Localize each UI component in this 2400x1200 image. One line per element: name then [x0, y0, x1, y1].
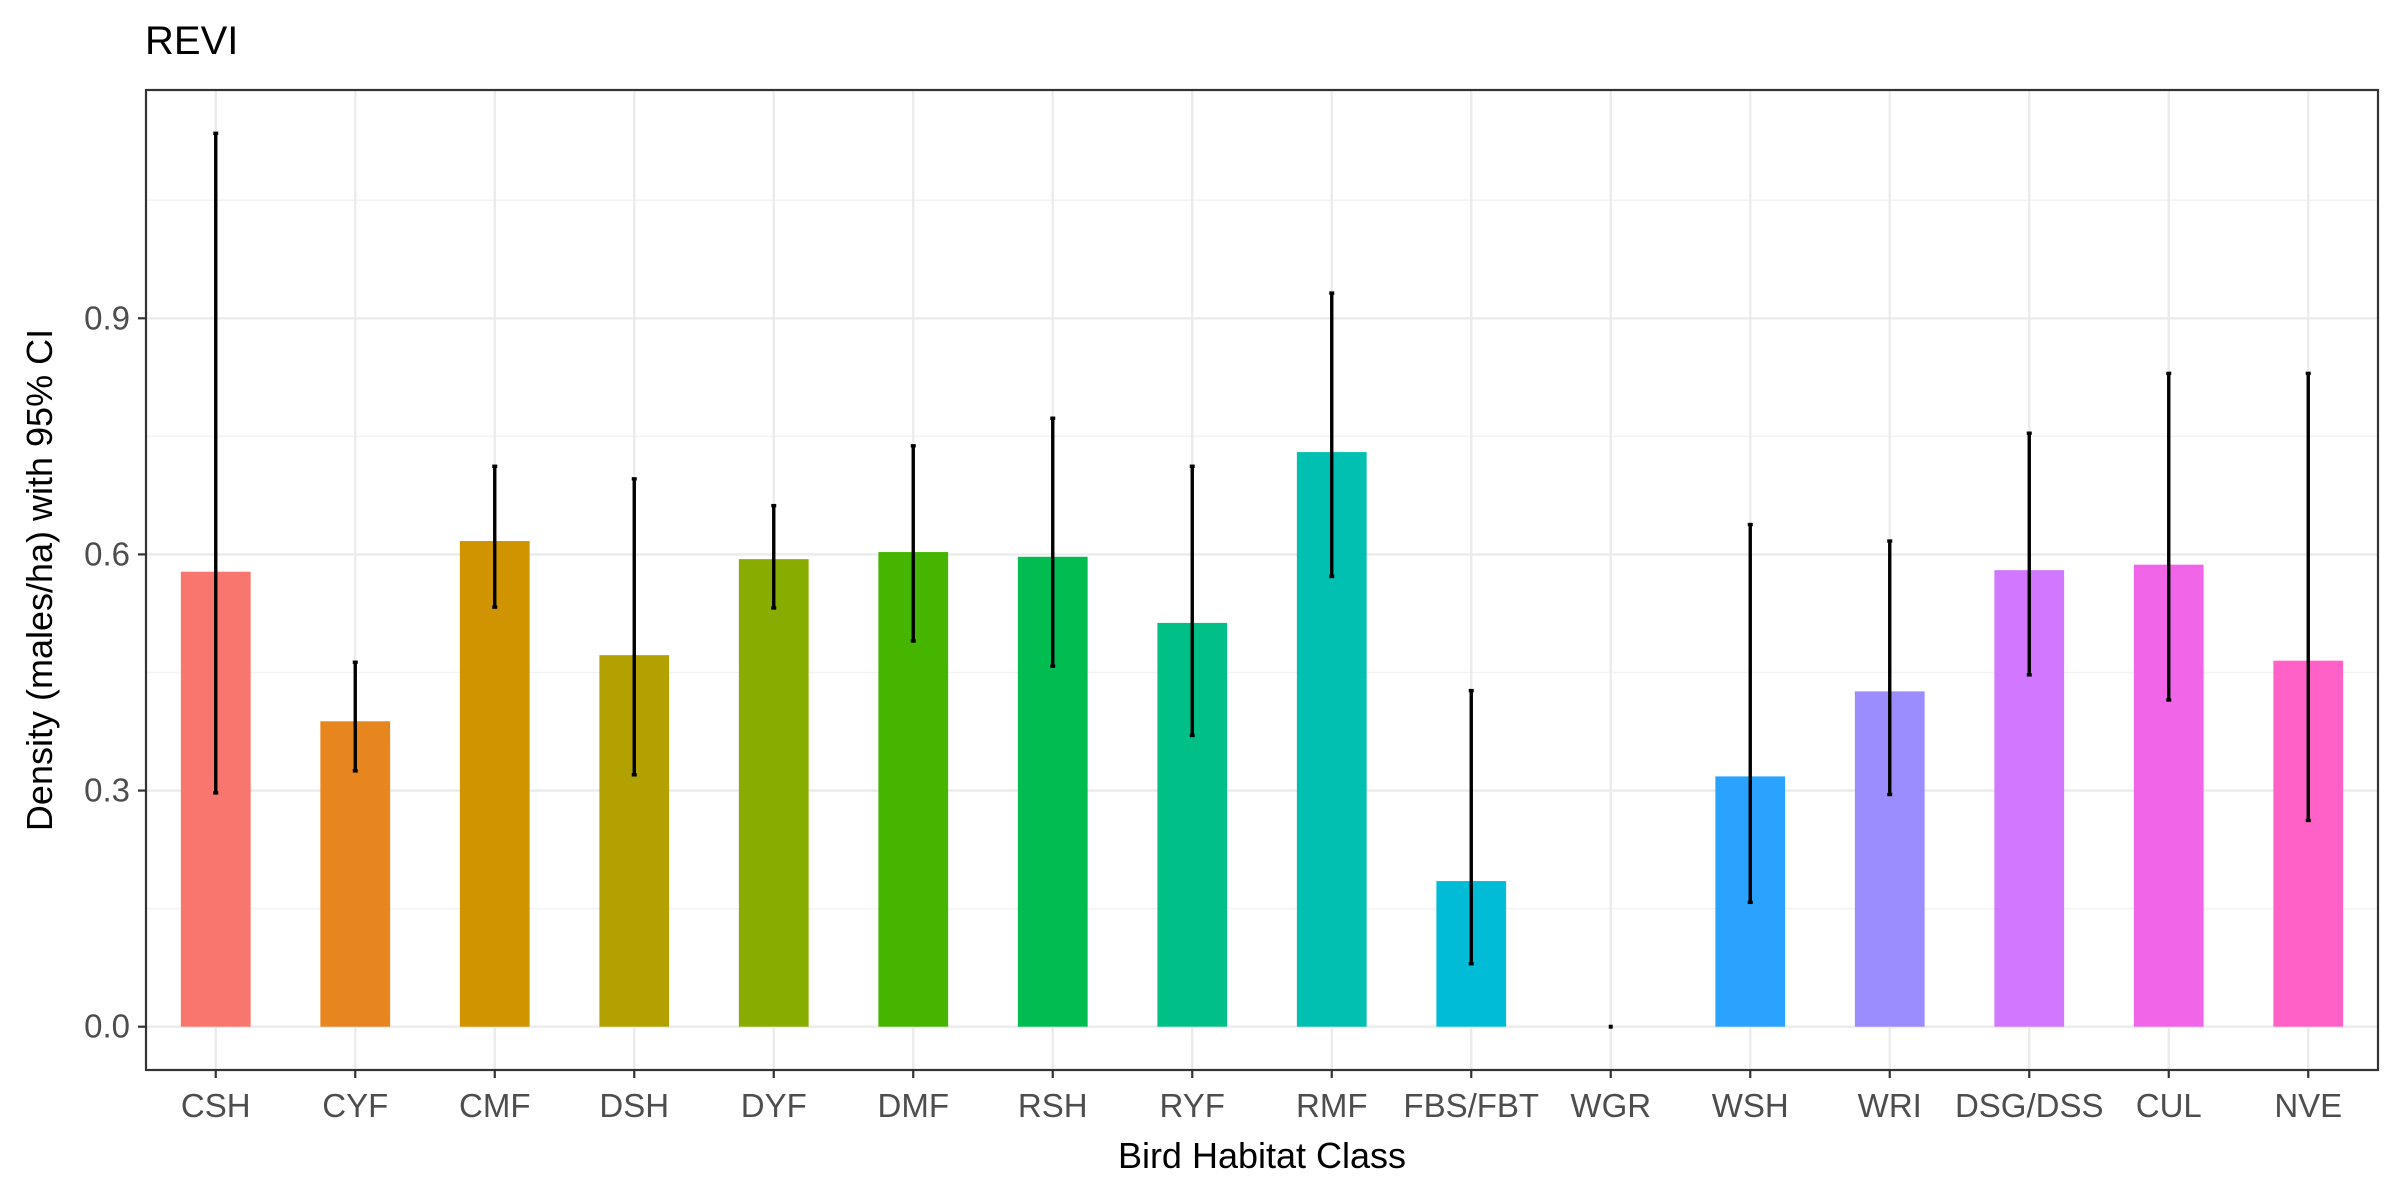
error-bar [771, 503, 777, 610]
y-tick-label: 0.9 [84, 299, 130, 336]
x-tick-label: CMF [459, 1087, 530, 1124]
error-bar [1747, 522, 1753, 905]
x-tick-label: NVE [2274, 1087, 2342, 1124]
x-axis: CSH CYF CMF DSH DYF DMF RSH RYF RMF FBS/FBT WGR WSH… [181, 1070, 2342, 1124]
error-bar [2026, 431, 2032, 677]
error-bar [1050, 416, 1056, 668]
error-bar [2166, 371, 2172, 702]
x-tick-label: FBS/FBT [1403, 1087, 1539, 1124]
error-bar-point [1608, 1024, 1613, 1029]
x-axis-title: Bird Habitat Class [1118, 1135, 1406, 1176]
y-axis: 0.0 0.3 0.6 0.9 [84, 299, 146, 1045]
x-tick-label: DYF [741, 1087, 807, 1124]
x-tick-label: WSH [1712, 1087, 1789, 1124]
chart-title: REVI [145, 19, 238, 63]
y-axis-title: Density (males/ha) with 95% CI [19, 329, 60, 831]
x-tick-label: DMF [878, 1087, 949, 1124]
error-bar [1329, 291, 1335, 579]
error-bar [213, 131, 219, 795]
x-tick-label: CUL [2136, 1087, 2202, 1124]
y-tick-label: 0.6 [84, 535, 130, 572]
x-tick-label: RMF [1296, 1087, 1367, 1124]
error-bar [2305, 371, 2311, 823]
bars [180, 452, 2344, 1027]
x-tick-label: DSG/DSS [1955, 1087, 2104, 1124]
bar [459, 541, 530, 1027]
error-bars [213, 131, 2311, 1029]
bar [738, 559, 809, 1027]
x-tick-label: RYF [1160, 1087, 1225, 1124]
error-bar [1468, 688, 1474, 966]
plot-panel-border [144, 88, 2380, 1072]
error-bar [1189, 464, 1195, 738]
x-tick-label: CSH [181, 1087, 251, 1124]
error-bar [1887, 539, 1893, 797]
error-bar [910, 444, 916, 643]
x-tick-label: CYF [322, 1087, 388, 1124]
error-bar [352, 660, 358, 773]
x-tick-label: DSH [599, 1087, 669, 1124]
y-tick-label: 0.0 [84, 1008, 130, 1045]
error-bar [1608, 1024, 1613, 1029]
x-tick-label: WRI [1858, 1087, 1922, 1124]
y-tick-label: 0.3 [84, 772, 130, 809]
error-bar [631, 477, 637, 777]
x-tick-label: RSH [1018, 1087, 1088, 1124]
error-bar [492, 464, 498, 609]
x-tick-label: WGR [1570, 1087, 1651, 1124]
